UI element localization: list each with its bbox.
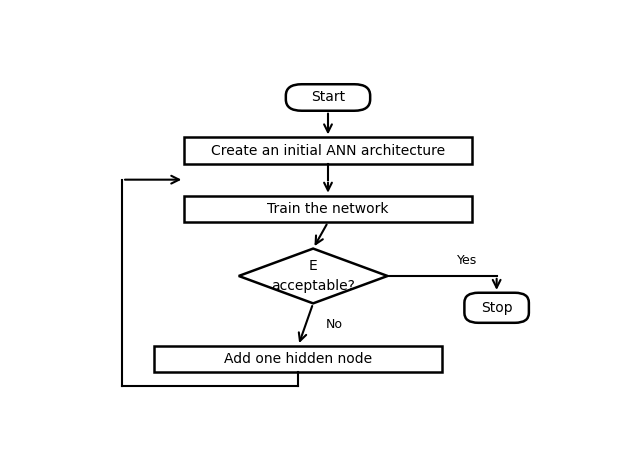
Text: Train the network: Train the network (268, 202, 388, 216)
Text: No: No (326, 318, 342, 331)
FancyBboxPatch shape (465, 293, 529, 323)
Text: Add one hidden node: Add one hidden node (224, 352, 372, 366)
Text: Yes: Yes (457, 254, 477, 267)
Text: Create an initial ANN architecture: Create an initial ANN architecture (211, 144, 445, 157)
Text: Start: Start (311, 90, 345, 105)
Bar (154, 346, 442, 372)
Bar (184, 137, 472, 164)
Text: E
acceptable?: E acceptable? (271, 259, 355, 293)
Text: Stop: Stop (481, 301, 513, 315)
Polygon shape (239, 249, 388, 303)
FancyBboxPatch shape (286, 84, 370, 111)
Bar (184, 196, 472, 222)
